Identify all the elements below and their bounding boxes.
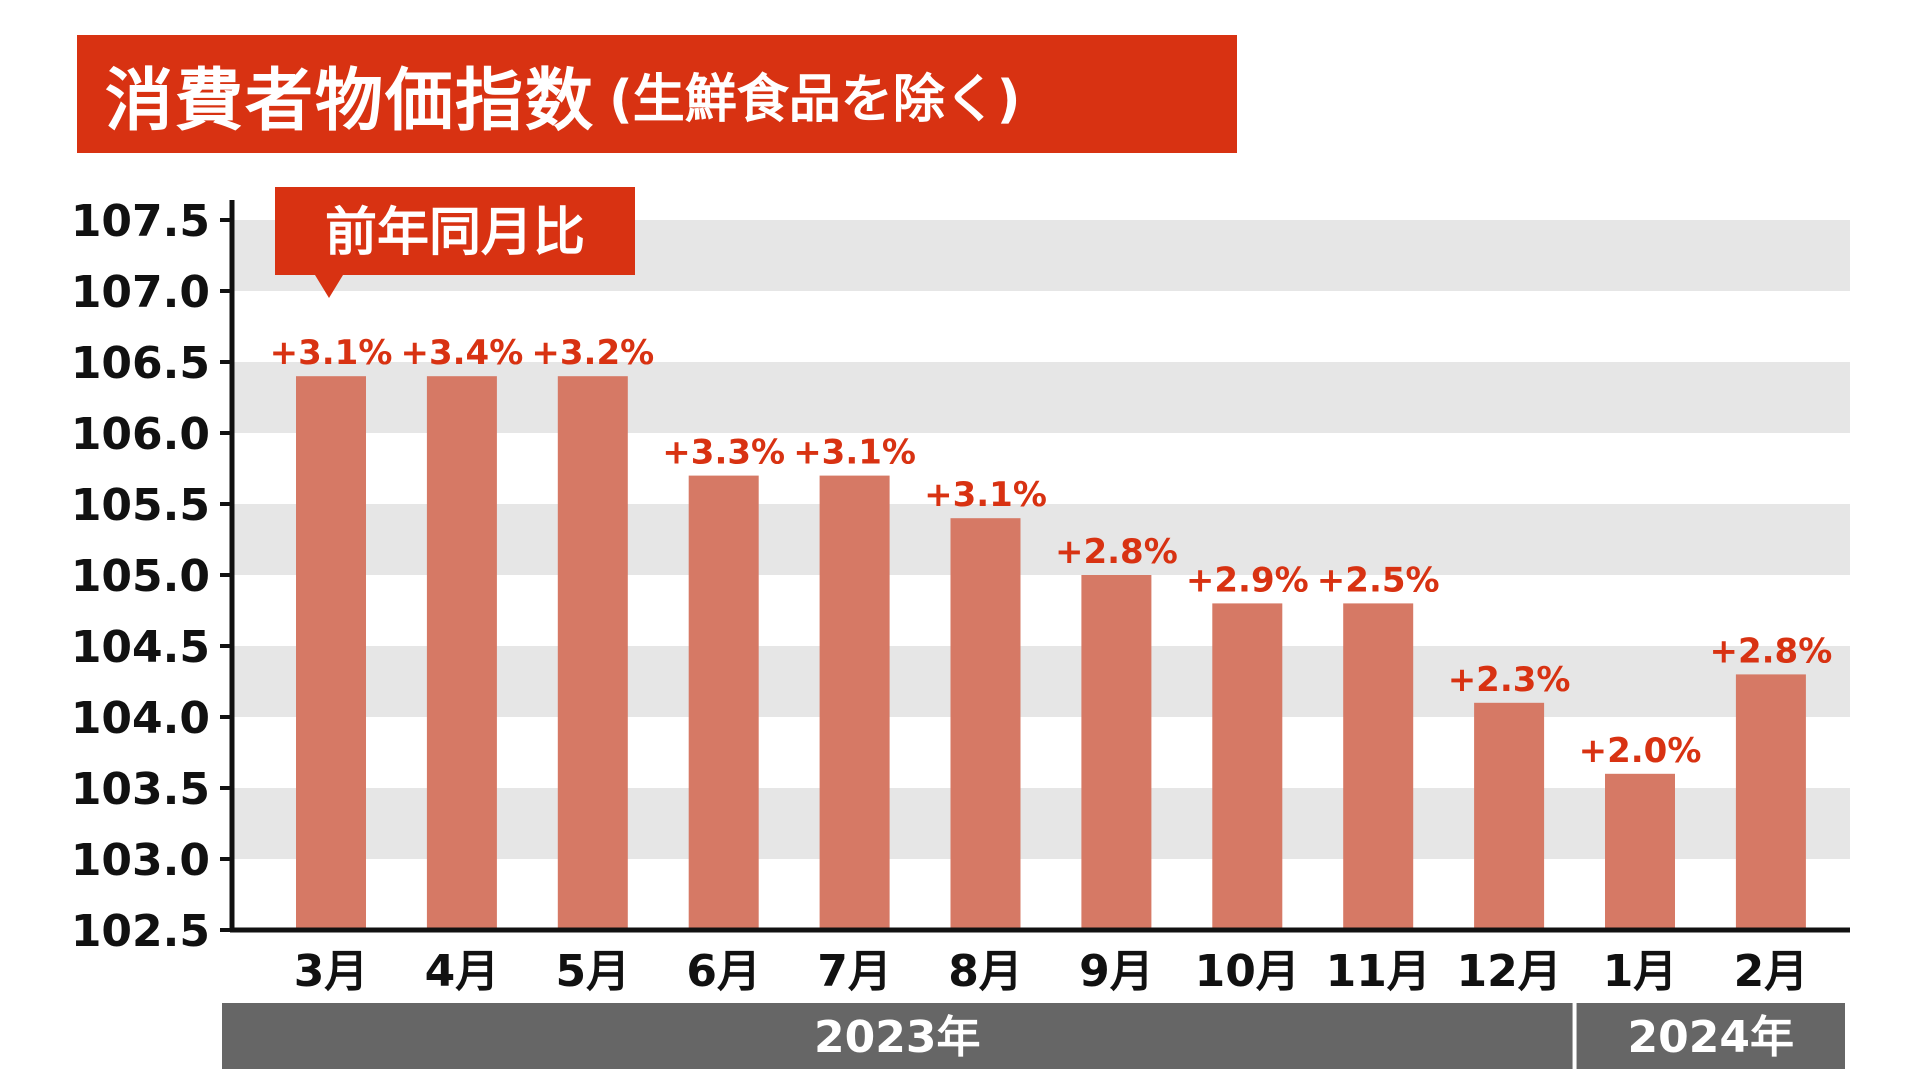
bar (1474, 702, 1545, 930)
grid-band (232, 504, 1850, 575)
bar (950, 518, 1021, 930)
x-tick-label: 5月 (555, 946, 630, 997)
bar (1605, 773, 1675, 930)
data-label: +2.8% (1710, 631, 1833, 671)
data-label: +2.9% (1186, 560, 1309, 600)
data-label: +3.1% (793, 433, 916, 473)
year-group-bar (1576, 1003, 1845, 1069)
y-tick-label: 106.5 (71, 338, 210, 389)
grid-band (232, 362, 1850, 433)
bar (296, 376, 366, 930)
year-group-bar (222, 1003, 1573, 1069)
bar (819, 475, 890, 930)
data-label: +2.5% (1317, 560, 1440, 600)
bar (1735, 674, 1806, 930)
x-tick-label: 12月 (1456, 946, 1561, 997)
y-tick-label: 106.0 (71, 409, 210, 460)
y-tick-label: 104.5 (71, 622, 210, 673)
y-tick-label: 103.5 (71, 764, 210, 815)
grid-band (232, 788, 1850, 859)
x-tick-label: 2月 (1734, 946, 1809, 997)
y-tick-label: 107.0 (71, 267, 210, 318)
bar (426, 376, 497, 930)
y-tick-label: 107.5 (71, 196, 210, 247)
x-tick-label: 11月 (1326, 946, 1431, 997)
chart-title-banner: 消費者物価指数 (生鮮食品を除く) (77, 35, 1237, 153)
y-tick-label: 104.0 (71, 693, 210, 744)
y-tick-label: 105.5 (71, 480, 210, 531)
x-tick-label: 6月 (686, 946, 761, 997)
x-tick-label: 3月 (294, 946, 369, 997)
x-tick-label: 10月 (1195, 946, 1300, 997)
chart-title: 消費者物価指数 (105, 61, 596, 141)
data-label: +3.1% (270, 333, 393, 373)
x-tick-label: 9月 (1079, 946, 1154, 997)
data-label: +2.3% (1448, 660, 1571, 700)
callout-label: 前年同月比 (325, 203, 585, 263)
data-label: +3.3% (662, 433, 785, 473)
x-tick-label: 4月 (425, 946, 500, 997)
bar (557, 376, 628, 930)
data-label: +2.0% (1579, 731, 1702, 771)
bar (1081, 575, 1152, 930)
y-tick-label: 105.0 (71, 551, 210, 602)
bar (1212, 603, 1283, 930)
chart-subtitle: (生鮮食品を除く) (609, 69, 1021, 130)
callout-pointer (315, 275, 343, 298)
data-label: +3.4% (401, 333, 524, 373)
bar (1343, 603, 1414, 930)
x-tick-label: 7月 (817, 946, 892, 997)
data-label: +3.1% (924, 475, 1047, 515)
x-tick-label: 1月 (1603, 946, 1678, 997)
year-label: 2023年 (814, 1012, 980, 1063)
bar (688, 475, 759, 930)
callout-box (275, 187, 635, 275)
data-label: +3.2% (531, 333, 654, 373)
x-tick-label: 8月 (948, 946, 1023, 997)
y-tick-label: 103.0 (71, 835, 210, 886)
grid-band (232, 646, 1850, 717)
y-tick-label: 102.5 (71, 906, 210, 957)
year-label: 2024年 (1628, 1012, 1794, 1063)
data-label: +2.8% (1055, 532, 1178, 572)
